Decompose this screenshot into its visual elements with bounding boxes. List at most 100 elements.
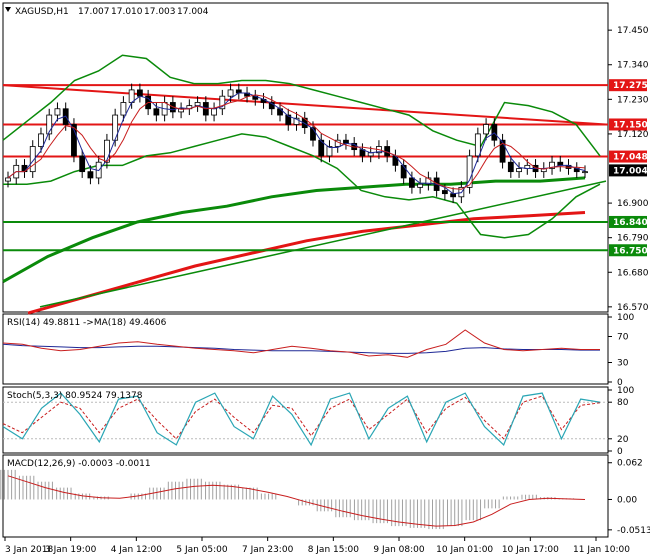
rsi-y-tick-label: 0 bbox=[617, 378, 623, 388]
macd-y-tick-label: 0.062 bbox=[617, 459, 643, 469]
candle-body bbox=[5, 177, 11, 182]
stochastic-panel[interactable] bbox=[2, 386, 609, 454]
x-tick-label: 9 Jan 08:00 bbox=[373, 545, 425, 555]
candle-body bbox=[38, 133, 44, 147]
rsi-label: RSI(14) 49.8811 ->MA(18) 49.4606 bbox=[7, 318, 167, 328]
main-y-tick-label: 17.340 bbox=[617, 61, 649, 71]
candle-body bbox=[507, 161, 514, 173]
level-tag-16.750: 16.750 bbox=[613, 246, 648, 256]
chart-header-low: 17.003 bbox=[144, 7, 176, 17]
triangle-down-icon[interactable] bbox=[5, 7, 11, 12]
x-tick-label: 3 Jan 19:00 bbox=[45, 545, 97, 555]
main-y-tick-label: 16.790 bbox=[617, 234, 649, 244]
main-plot-layer bbox=[2, 54, 608, 315]
level-tag-bg bbox=[609, 244, 647, 257]
main-y-tick-label: 17.120 bbox=[617, 130, 649, 140]
candle-body bbox=[79, 155, 86, 173]
stoch-y-tick-label: 100 bbox=[617, 386, 634, 396]
candle-body bbox=[29, 146, 36, 173]
x-tick-label: 10 Jan 17:00 bbox=[502, 545, 559, 555]
macd-panel[interactable] bbox=[2, 454, 609, 538]
main-y-tick-label: 16.570 bbox=[617, 303, 649, 313]
macd-plot-layer bbox=[0, 469, 586, 530]
ma-short-red-line bbox=[7, 94, 586, 190]
candle-body bbox=[104, 139, 110, 163]
macd-signal-line bbox=[7, 475, 586, 527]
stoch-signal-line bbox=[2, 395, 601, 440]
rsi-y-tick-label: 30 bbox=[617, 359, 629, 369]
candle-body bbox=[499, 139, 506, 163]
candle-body bbox=[343, 139, 349, 144]
x-tick-label: 10 Jan 01:00 bbox=[436, 545, 493, 555]
candle-body bbox=[417, 183, 424, 188]
candle-body bbox=[54, 108, 61, 116]
red-trendline bbox=[2, 84, 607, 126]
x-tick-label: 7 Jan 23:00 bbox=[242, 545, 294, 555]
candle-body bbox=[285, 114, 292, 125]
x-tick-label: 3 Jan 2018 bbox=[5, 545, 53, 555]
rsi-y-tick-label: 70 bbox=[617, 333, 629, 343]
chart-header-close: 17.004 bbox=[177, 7, 209, 17]
candle-body bbox=[136, 89, 143, 97]
candle-body bbox=[441, 190, 448, 195]
candle-body bbox=[211, 108, 217, 116]
candle-body bbox=[318, 139, 325, 157]
candle-body bbox=[46, 114, 53, 135]
ma-long-red-line bbox=[27, 211, 586, 315]
candle-body bbox=[153, 108, 160, 116]
x-tick-label: 5 Jan 05:00 bbox=[176, 545, 228, 555]
candle-body bbox=[120, 102, 127, 116]
candle-body bbox=[227, 89, 234, 97]
level-tag-bg bbox=[609, 150, 647, 163]
stoch-y-tick-label: 0 bbox=[617, 447, 623, 457]
x-tick-label: 4 Jan 12:00 bbox=[111, 545, 163, 555]
chart-header-symbol: XAGUSD,H1 bbox=[15, 7, 69, 17]
x-tick-label: 11 Jan 10:00 bbox=[573, 545, 630, 555]
rsi-plot-layer bbox=[2, 329, 600, 358]
stoch-y-tick-label: 20 bbox=[617, 435, 629, 445]
candle-body bbox=[483, 124, 489, 135]
candle-body bbox=[474, 133, 481, 157]
stoch-y-tick-label: 80 bbox=[617, 398, 629, 408]
level-tag-17.150: 17.150 bbox=[613, 120, 648, 130]
candle-body bbox=[178, 108, 185, 113]
level-tag-bg bbox=[609, 215, 647, 228]
stoch-main-line bbox=[2, 392, 601, 447]
candle-body bbox=[582, 171, 588, 174]
candle-body bbox=[87, 171, 94, 179]
level-tag-17.275: 17.275 bbox=[613, 81, 648, 91]
level-tag-bg bbox=[609, 118, 647, 131]
candle-body bbox=[425, 177, 432, 185]
main-y-tick-label: 17.230 bbox=[617, 95, 649, 105]
main-y-tick-label: 16.900 bbox=[617, 199, 649, 209]
candle-body bbox=[326, 146, 333, 157]
level-tag-bg bbox=[609, 79, 647, 92]
chart-header-open: 17.007 bbox=[78, 7, 110, 17]
stochastic-label: Stoch(5,3,3) 80.9524 79.1378 bbox=[7, 391, 143, 401]
chart-header-high: 17.010 bbox=[111, 7, 143, 17]
current-price-tag-bg bbox=[609, 164, 647, 177]
main-y-tick-label: 16.680 bbox=[617, 268, 649, 278]
green-trendline bbox=[39, 180, 607, 308]
candle-body bbox=[557, 161, 564, 166]
candle-body bbox=[408, 177, 415, 188]
main-y-tick-label: 17.450 bbox=[617, 26, 649, 36]
candle-body bbox=[549, 161, 555, 169]
candle-body bbox=[71, 124, 77, 157]
axes-layer: 17.450 17.340 17.230 17.120 16.900 16.790 16.6… bbox=[4, 26, 650, 555]
rsi-line bbox=[2, 329, 600, 358]
current-price-tag: 17.004 bbox=[613, 166, 648, 176]
x-tick-label: 8 Jan 15:00 bbox=[308, 545, 360, 555]
bollinger-upper-band bbox=[2, 54, 601, 157]
candle-body bbox=[400, 164, 407, 179]
ma-short-blue-line bbox=[7, 92, 586, 195]
macd-label: MACD(12,26,9) -0.0003 -0.0011 bbox=[7, 459, 151, 469]
candle-body bbox=[516, 168, 522, 173]
level-tag-17.048: 17.048 bbox=[613, 153, 648, 163]
macd-y-tick-label: 0.00 bbox=[617, 495, 637, 505]
candle-body bbox=[466, 155, 473, 188]
candle-body bbox=[293, 117, 300, 125]
candle-body bbox=[310, 127, 316, 141]
ma-long-green-line bbox=[2, 176, 586, 284]
